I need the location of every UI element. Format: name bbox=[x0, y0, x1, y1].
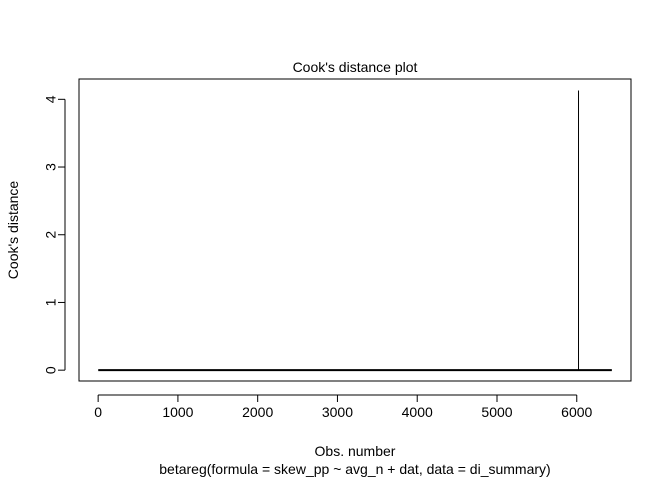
x-tick-label: 3000 bbox=[322, 404, 353, 420]
y-axis: 0 1 2 3 4 bbox=[43, 95, 66, 374]
plot-frame bbox=[78, 78, 632, 382]
y-tick-label: 4 bbox=[43, 95, 59, 103]
x-tick-label: 4000 bbox=[402, 404, 433, 420]
y-tick-label: 0 bbox=[43, 366, 59, 374]
cooks-distance-marks bbox=[98, 90, 612, 372]
y-tick-label: 2 bbox=[43, 231, 59, 239]
x-tick-label: 5000 bbox=[481, 404, 512, 420]
x-tick-label: 1000 bbox=[162, 404, 193, 420]
y-tick-label: 3 bbox=[43, 163, 59, 171]
x-axis-label: Obs. number bbox=[315, 443, 396, 459]
model-formula-subtitle: betareg(formula = skew_pp ~ avg_n + dat,… bbox=[159, 461, 550, 477]
y-tick-label: 1 bbox=[43, 298, 59, 306]
x-tick-label: 6000 bbox=[561, 404, 592, 420]
y-axis-label: Cook's distance bbox=[5, 181, 21, 280]
x-tick-label: 2000 bbox=[242, 404, 273, 420]
x-tick-label: 0 bbox=[94, 404, 102, 420]
x-axis: 0 1000 2000 3000 4000 5000 6000 bbox=[94, 394, 593, 420]
chart-title: Cook's distance plot bbox=[293, 59, 418, 75]
